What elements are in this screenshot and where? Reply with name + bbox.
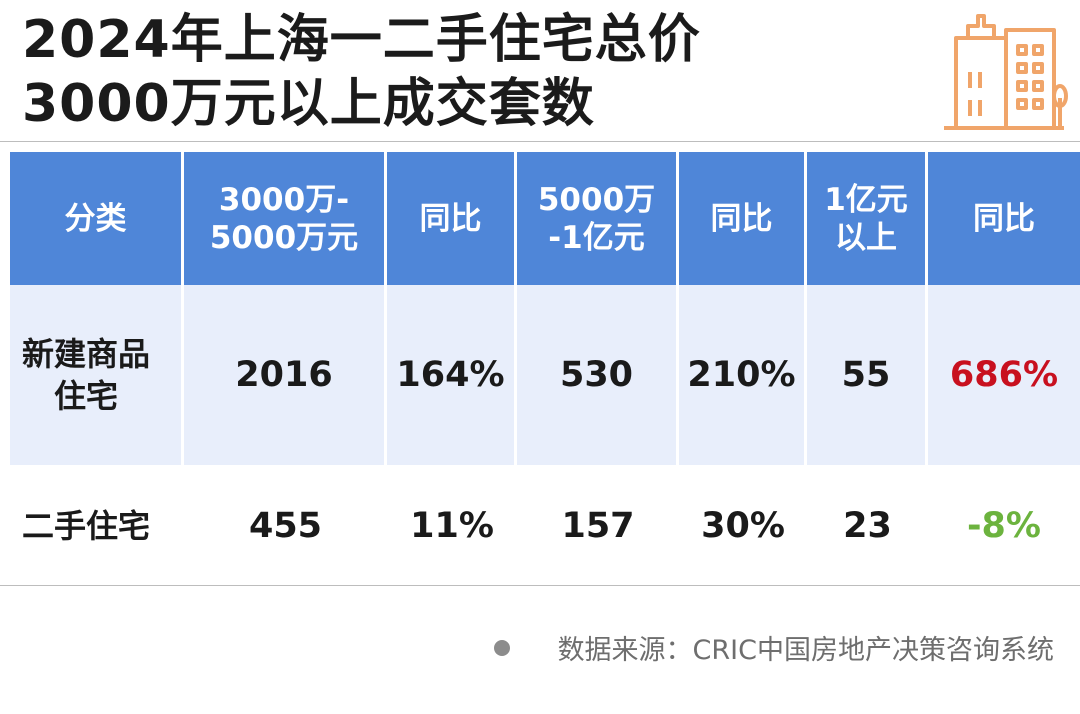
- building-icon: [944, 14, 1068, 130]
- title-line-1: 2024年上海一二手住宅总价: [22, 10, 701, 70]
- column-header: 3000万- 5000万元: [184, 152, 387, 285]
- table-cell: 30%: [701, 505, 785, 546]
- table-cell: 11%: [410, 505, 494, 546]
- data-table: 分类 3000万- 5000万元 同比 5000万 -1亿元 同比 1亿元 以上 同比 新建商品住…: [10, 152, 1080, 586]
- table-cell: 55: [807, 285, 928, 465]
- source-text: 数据来源：CRIC中国房地产决策咨询系统: [557, 635, 1054, 666]
- source-note: 数据来源：CRIC中国房地产决策咨询系统: [493, 628, 1054, 667]
- column-header: 同比: [973, 200, 1035, 237]
- top-divider: [0, 141, 1080, 142]
- title-line-2: 3000万元以上成交套数: [22, 74, 595, 134]
- chart-title: 2024年上海一二手住宅总价 3000万元以上成交套数: [22, 8, 701, 136]
- table-cell: 164%: [387, 285, 517, 465]
- table-cell: 157: [561, 505, 635, 546]
- column-header: 分类: [10, 152, 184, 285]
- column-header: 同比: [679, 152, 807, 285]
- table-cell: -8%: [967, 505, 1041, 546]
- column-header: 1亿元 以上: [807, 152, 928, 285]
- table-row: 二手住宅 455 11% 157 30% 23 -8%: [10, 465, 1080, 586]
- row-label: 新建商品 住宅: [10, 285, 184, 465]
- table-cell: 23: [843, 505, 892, 546]
- table-cell: 530: [517, 285, 679, 465]
- table-cell: 210%: [679, 285, 807, 465]
- column-header: 同比: [387, 152, 517, 285]
- table-row: 新建商品 住宅 2016 164% 530 210% 55 686%: [10, 285, 1080, 465]
- row-label: 二手住宅: [22, 506, 151, 545]
- column-header: 5000万 -1亿元: [517, 152, 679, 285]
- bullet-icon: [493, 639, 510, 656]
- table-cell: 455: [248, 505, 323, 546]
- table-cell: 2016: [184, 285, 387, 465]
- table-header: 分类 3000万- 5000万元 同比 5000万 -1亿元 同比 1亿元 以上 同比: [10, 152, 1080, 285]
- table-cell: 686%: [949, 355, 1059, 395]
- bottom-divider: [0, 585, 1080, 586]
